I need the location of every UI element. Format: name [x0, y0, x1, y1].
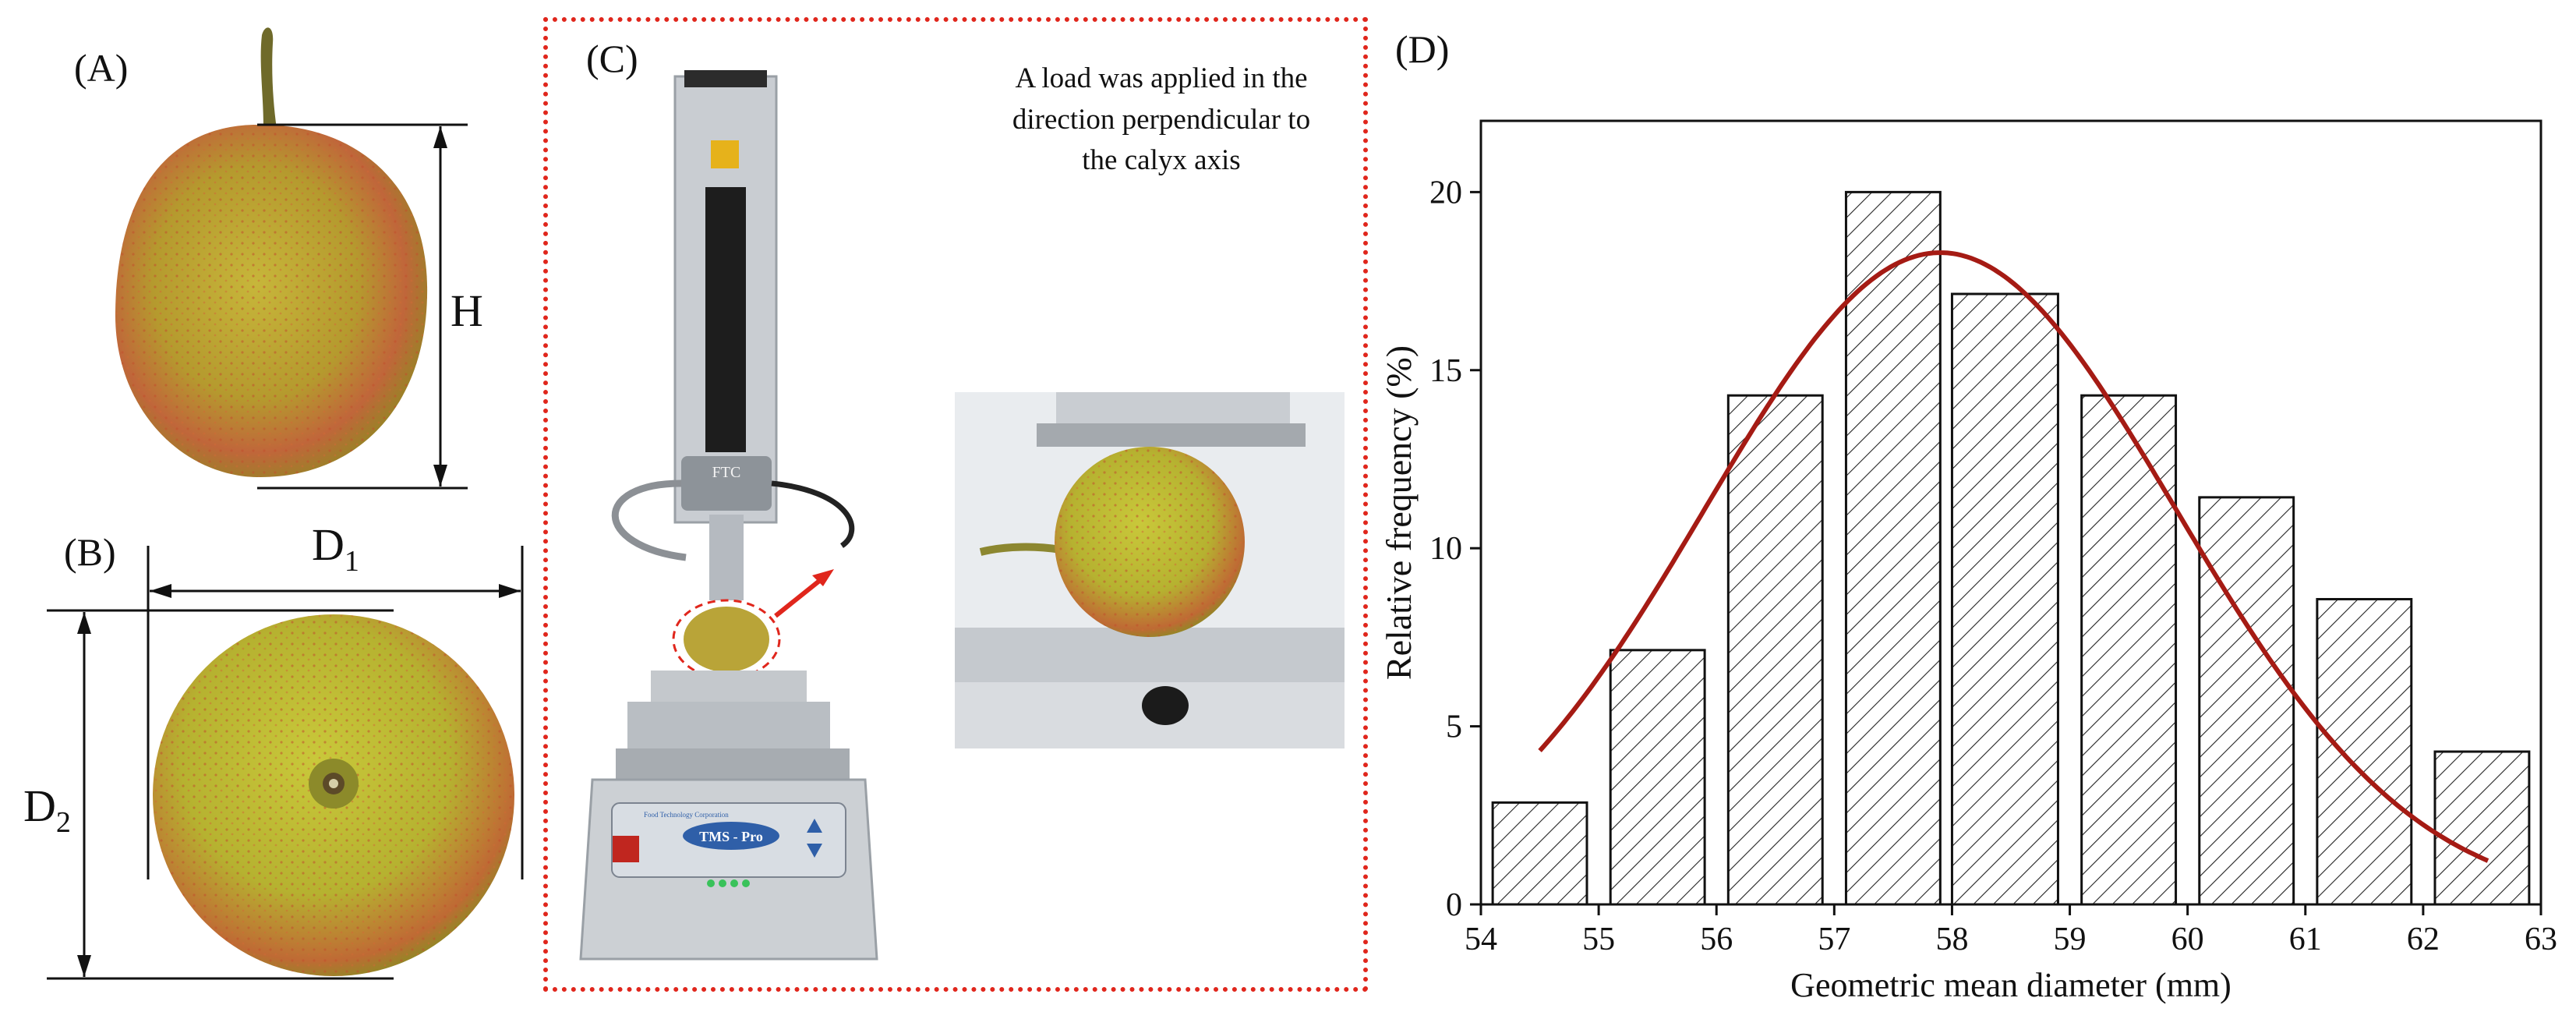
y-axis-ticks: 0 5 10 15 20 — [1429, 175, 1481, 923]
height-label: H — [451, 285, 483, 336]
d1-label-subscript: 1 — [344, 545, 359, 578]
texture-analyzer-photo: FTC TMS - Pro Food Technology Corporatio… — [579, 70, 878, 961]
x-tick-label: 59 — [2054, 922, 2087, 957]
y-tick-label: 10 — [1429, 531, 1462, 567]
y-tick-label: 15 — [1429, 353, 1462, 389]
x-tick-label: 62 — [2407, 922, 2440, 957]
histogram-bar-fill — [1846, 192, 1941, 904]
histogram-bar-fill — [2435, 752, 2529, 904]
histogram-bars — [1491, 190, 2531, 906]
plot-frame — [1479, 119, 2542, 906]
x-tick-label: 54 — [1465, 922, 1497, 957]
y-tick-label: 5 — [1446, 709, 1462, 745]
d2-label-subscript: 2 — [55, 806, 71, 839]
histogram-bar-fill — [2199, 497, 2294, 904]
x-axis-ticks: 54 55 56 57 58 59 60 61 62 63 — [1465, 904, 2557, 957]
brand-label: Food Technology Corporation — [644, 811, 729, 819]
panel-d-label: (D) — [1395, 27, 1450, 71]
y-tick-label: 0 — [1446, 887, 1462, 923]
histogram-bar-fill — [2316, 599, 2412, 904]
x-tick-label: 60 — [2171, 922, 2204, 957]
histogram-bar-fill — [1493, 802, 1587, 904]
compression-closeup-photo — [955, 392, 1345, 748]
x-tick-label: 61 — [2289, 922, 2322, 957]
y-axis-title: Relative frequency (%) — [1379, 345, 1419, 680]
x-tick-label: 58 — [1935, 922, 1968, 957]
panel-c-label: (C) — [586, 37, 638, 80]
y-tick-label: 20 — [1429, 175, 1462, 211]
load-direction-note: A load was applied in the direction perp… — [978, 58, 1345, 182]
d2-label-base: D — [23, 780, 56, 831]
note-line-1: A load was applied in the — [1015, 62, 1308, 94]
x-tick-label: 55 — [1582, 922, 1615, 957]
x-tick-label: 57 — [1818, 922, 1850, 957]
histogram-bar-fill — [1610, 649, 1705, 904]
pear-top-photo — [153, 614, 514, 976]
note-line-3: the calyx axis — [1082, 144, 1241, 177]
d1-label-base: D — [312, 519, 345, 570]
d1-label: D1 — [312, 519, 359, 578]
x-tick-label: 63 — [2525, 922, 2557, 957]
pear-side-photo — [115, 27, 428, 478]
x-axis-title: Geometric mean diameter (mm) — [1790, 966, 2231, 1004]
d2-label: D2 — [23, 784, 71, 839]
histogram-bar-fill — [2081, 395, 2176, 905]
x-tick-label: 56 — [1700, 922, 1733, 957]
histogram-bar-fill — [1728, 395, 1823, 905]
ftc-label: FTC — [712, 464, 741, 481]
tms-pro-label: TMS - Pro — [699, 829, 763, 844]
note-line-2: direction perpendicular to — [1012, 103, 1311, 136]
normal-fit-curve — [1538, 250, 2489, 863]
panel-a-label: (A) — [74, 46, 129, 90]
histogram-bar-fill — [1952, 294, 2058, 904]
panel-c-frame — [543, 17, 1368, 992]
panel-b-label: (B) — [64, 530, 116, 574]
